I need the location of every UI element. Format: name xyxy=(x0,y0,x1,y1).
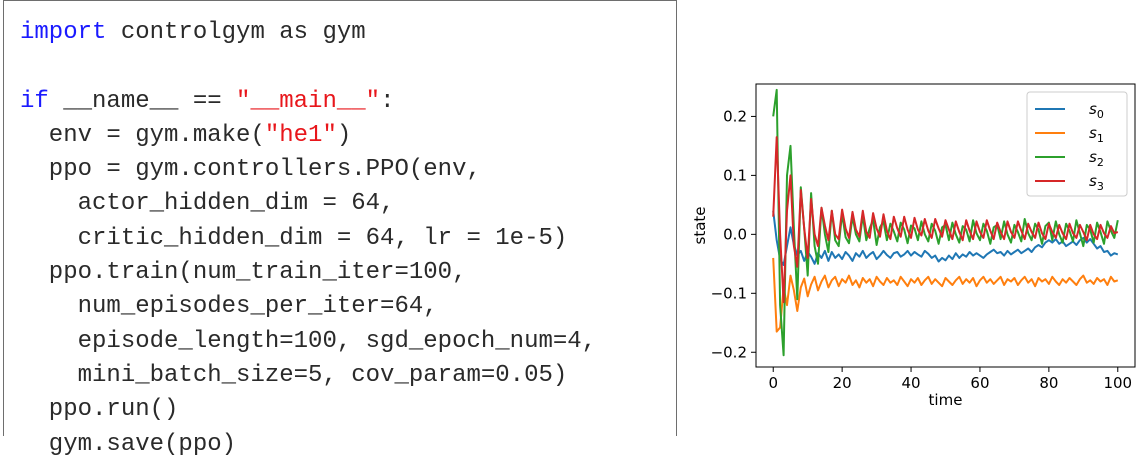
code-line: if __name__ == "__main__": xyxy=(20,85,596,119)
y-tick-label: 0.0 xyxy=(723,225,747,243)
code-token: mini_batch_size=5, cov_param=0.05) xyxy=(20,361,568,389)
code-string: "he1" xyxy=(264,121,337,149)
legend-label-subscript: 0 xyxy=(1097,108,1104,121)
x-tick-label: 60 xyxy=(970,374,989,392)
code-token: env = gym.make( xyxy=(20,121,265,149)
code-token: gym.save(ppo) xyxy=(20,430,237,458)
y-tick-label: 0.1 xyxy=(723,166,747,184)
x-axis-label: time xyxy=(929,391,963,409)
legend-label-s0: s0 xyxy=(1089,100,1104,121)
code-token: ppo.train(num_train_iter=100, xyxy=(20,259,467,287)
legend-label-name: s xyxy=(1089,124,1097,142)
x-tick-label: 40 xyxy=(901,374,920,392)
code-line: import controlgym as gym xyxy=(20,16,596,50)
series-line-s1 xyxy=(772,257,1119,333)
code-token: ppo = gym.controllers.PPO(env, xyxy=(20,156,481,184)
code-token: actor_hidden_dim = 64, xyxy=(20,190,395,218)
code-line: num_episodes_per_iter=64, xyxy=(20,290,596,324)
legend-label-subscript: 1 xyxy=(1097,132,1104,145)
code-line: mini_batch_size=5, cov_param=0.05) xyxy=(20,359,596,393)
legend-label-name: s xyxy=(1089,148,1097,166)
y-tick-label: −0.2 xyxy=(711,343,747,361)
code-token: __name__ == xyxy=(48,87,237,115)
code-line: env = gym.make("he1") xyxy=(20,119,596,153)
code-line: actor_hidden_dim = 64, xyxy=(20,187,596,221)
code-string: "__main__" xyxy=(236,87,381,115)
x-tick-label: 0 xyxy=(768,374,778,392)
code-line: episode_length=100, sgd_epoch_num=4, xyxy=(20,325,596,359)
code-token: num_episodes_per_iter=64, xyxy=(20,293,438,321)
legend-label-subscript: 3 xyxy=(1097,180,1104,193)
code-line: ppo.run() xyxy=(20,393,596,427)
code-line: ppo = gym.controllers.PPO(env, xyxy=(20,153,596,187)
y-tick-label: −0.1 xyxy=(711,284,747,302)
code-token: ppo.run() xyxy=(20,396,179,424)
legend-label-s1: s1 xyxy=(1089,124,1104,145)
code-token: : xyxy=(380,87,395,115)
code-line: ppo.train(num_train_iter=100, xyxy=(20,256,596,290)
y-axis-label: state xyxy=(691,207,709,245)
legend-label-name: s xyxy=(1089,100,1097,118)
code-keyword: if xyxy=(20,87,49,115)
series-line-s3 xyxy=(772,136,1119,304)
series-line-s0 xyxy=(772,210,1119,266)
y-tick-label: 0.2 xyxy=(723,107,747,125)
code-token: ) xyxy=(336,121,352,149)
code-panel: import controlgym as gym​if __name__ == … xyxy=(3,0,677,458)
code-keyword: import xyxy=(20,19,107,46)
code-token: controlgym as gym xyxy=(106,19,366,46)
legend-label-subscript: 2 xyxy=(1097,156,1104,169)
x-tick-label: 100 xyxy=(1103,374,1132,392)
legend-label-s2: s2 xyxy=(1089,148,1104,169)
legend-box xyxy=(1026,91,1128,197)
code-token: critic_hidden_dim = 64, lr = 1e-5) xyxy=(20,224,568,252)
code-block: import controlgym as gym​if __name__ == … xyxy=(20,16,596,462)
x-tick-label: 80 xyxy=(1039,374,1058,392)
code-line: gym.save(ppo) xyxy=(20,428,596,462)
state-time-chart: 0 20 40 60 80 100−0.2−0.10.00.10.2timestates0… xyxy=(691,83,1136,409)
legend-label-s3: s3 xyxy=(1089,172,1104,193)
plot-frame xyxy=(755,83,1136,368)
x-tick-label: 20 xyxy=(833,374,852,392)
code-token: episode_length=100, sgd_epoch_num=4, xyxy=(20,327,597,355)
code-line: critic_hidden_dim = 64, lr = 1e-5) xyxy=(20,222,596,256)
legend-label-name: s xyxy=(1089,172,1097,190)
code-line: ​ xyxy=(20,50,596,84)
